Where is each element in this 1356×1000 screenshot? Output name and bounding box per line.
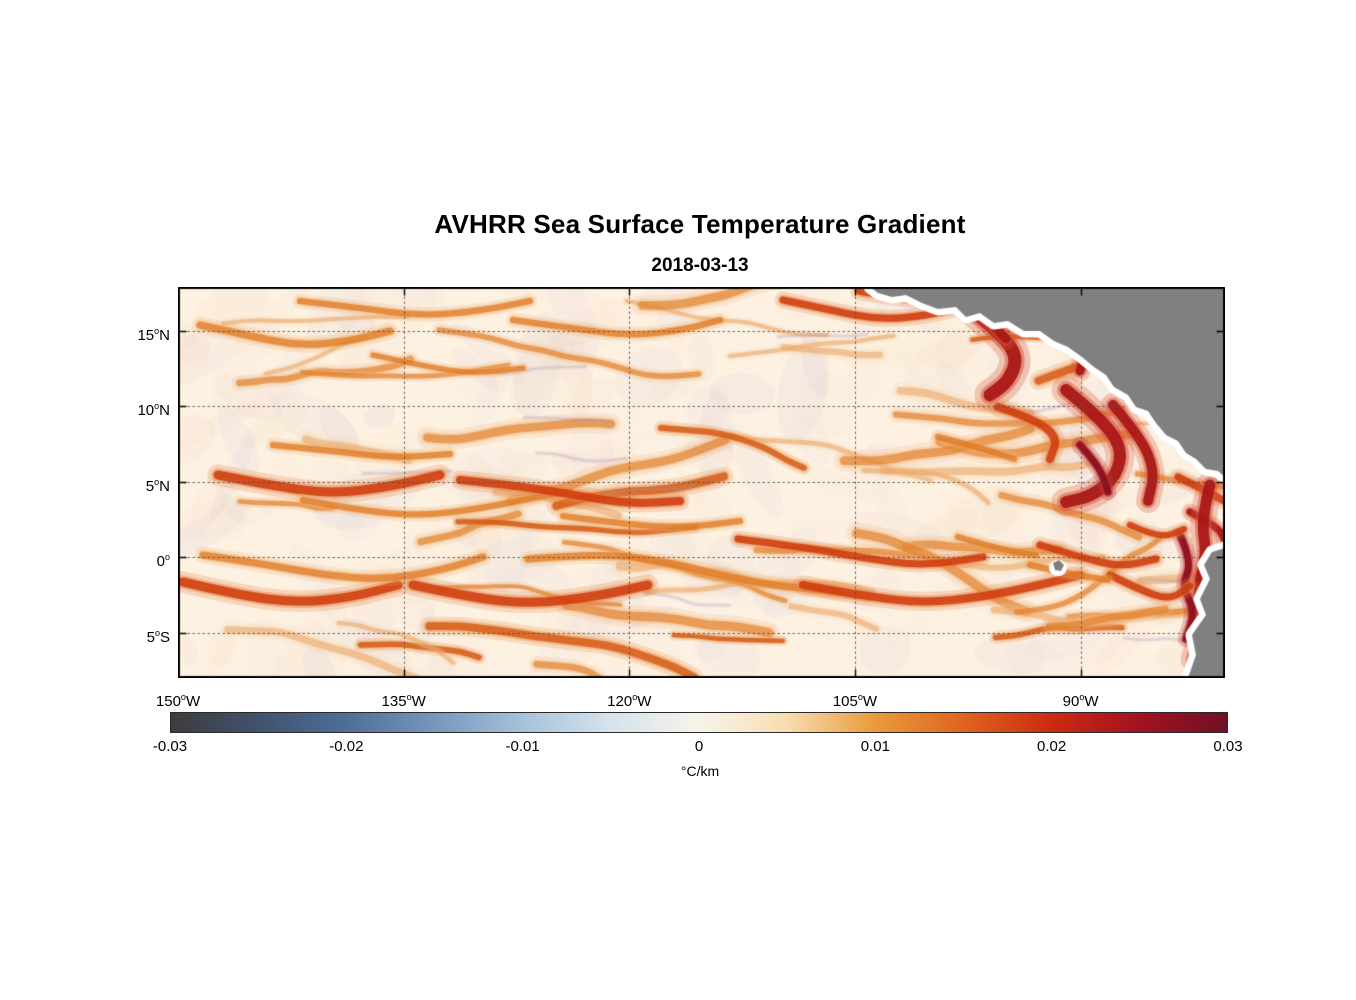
- y-tick-label: 10oN: [137, 401, 170, 420]
- y-tick-label: 5oS: [146, 627, 170, 646]
- y-tick-label: 0o: [156, 552, 170, 571]
- y-tick-label: 15oN: [137, 325, 170, 344]
- x-tick-label: 150oW: [155, 692, 201, 710]
- colorbar-units-label: °C/km: [680, 763, 720, 779]
- colorbar-tick-label: -0.03: [152, 738, 188, 755]
- chart-title: AVHRR Sea Surface Temperature Gradient: [434, 209, 966, 239]
- colorbar: [170, 712, 1228, 733]
- x-tick-label: 105oW: [832, 692, 878, 710]
- colorbar-tick-label: -0.02: [329, 738, 364, 755]
- x-tick-label: 90oW: [1062, 692, 1099, 710]
- colorbar-tick-label: 0.01: [860, 738, 890, 755]
- x-tick-label: 135oW: [381, 692, 426, 710]
- x-tick-label: 120oW: [607, 692, 652, 710]
- colorbar-tick-label: -0.01: [505, 738, 540, 755]
- chart-subtitle: 2018-03-13: [651, 255, 749, 276]
- map-plot: [178, 287, 1225, 678]
- colorbar-tick-label: 0.03: [1213, 738, 1243, 755]
- colorbar-tick-label: 0.02: [1037, 738, 1067, 755]
- y-tick-label: 5oN: [145, 476, 170, 495]
- colorbar-tick-label: 0: [694, 738, 704, 755]
- sst-map-canvas: [178, 287, 1225, 678]
